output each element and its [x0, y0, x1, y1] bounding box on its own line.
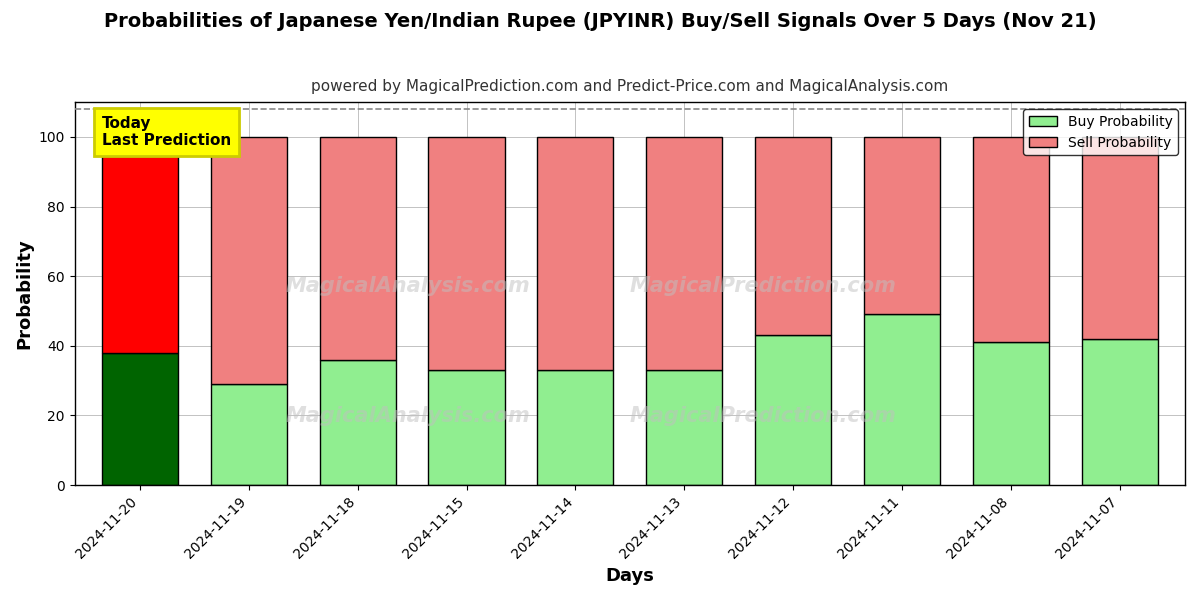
- Bar: [538, 370, 613, 485]
- Y-axis label: Probability: Probability: [16, 238, 34, 349]
- Text: MagicalAnalysis.com: MagicalAnalysis.com: [286, 406, 530, 426]
- Bar: [1081, 339, 1158, 485]
- Bar: [319, 360, 396, 485]
- Text: Probabilities of Japanese Yen/Indian Rupee (JPYINR) Buy/Sell Signals Over 5 Days: Probabilities of Japanese Yen/Indian Rup…: [103, 12, 1097, 31]
- Bar: [755, 335, 832, 485]
- Bar: [646, 370, 722, 485]
- Text: MagicalPrediction.com: MagicalPrediction.com: [630, 406, 896, 426]
- Bar: [646, 137, 722, 370]
- Bar: [1081, 137, 1158, 339]
- Bar: [755, 137, 832, 335]
- Text: MagicalAnalysis.com: MagicalAnalysis.com: [286, 276, 530, 296]
- Bar: [538, 137, 613, 370]
- Bar: [428, 370, 505, 485]
- Bar: [319, 137, 396, 360]
- Bar: [428, 137, 505, 370]
- Bar: [864, 314, 940, 485]
- Text: MagicalPrediction.com: MagicalPrediction.com: [630, 276, 896, 296]
- X-axis label: Days: Days: [605, 567, 654, 585]
- Text: Today
Last Prediction: Today Last Prediction: [102, 116, 232, 148]
- Bar: [211, 137, 287, 384]
- Bar: [973, 343, 1049, 485]
- Bar: [864, 137, 940, 314]
- Title: powered by MagicalPrediction.com and Predict-Price.com and MagicalAnalysis.com: powered by MagicalPrediction.com and Pre…: [311, 79, 948, 94]
- Legend: Buy Probability, Sell Probability: Buy Probability, Sell Probability: [1024, 109, 1178, 155]
- Bar: [102, 137, 178, 353]
- Bar: [211, 384, 287, 485]
- Bar: [973, 137, 1049, 343]
- Bar: [102, 353, 178, 485]
